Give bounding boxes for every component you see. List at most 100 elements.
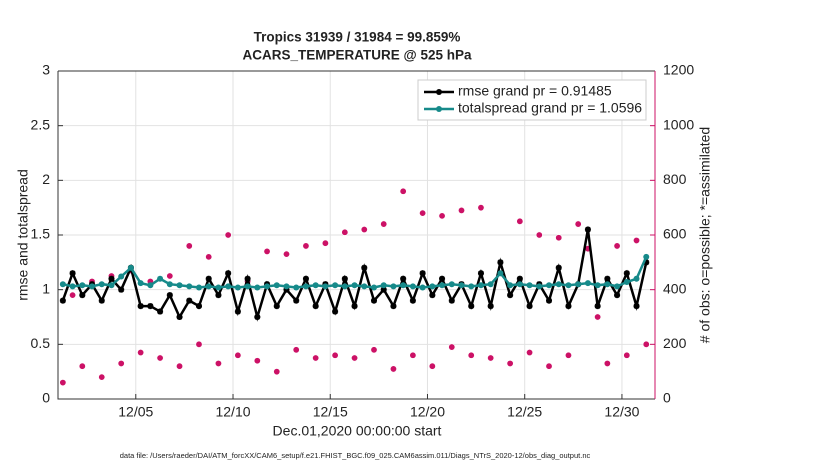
dot-marker: [108, 282, 115, 289]
obs-marker: [78, 362, 86, 370]
obs-marker: [438, 212, 446, 220]
dot-marker: [225, 283, 232, 290]
y-axis-label: rmse and totalspread: [15, 169, 31, 301]
y2-axis-label: # of obs: o=possible; *=assimilated: [697, 127, 713, 343]
obs-marker: [98, 373, 106, 381]
y2-tick-label: 1000: [663, 116, 694, 132]
obs-marker: [214, 359, 222, 367]
obs-marker: [594, 313, 602, 321]
star-marker: [380, 286, 387, 293]
chart-subtitle: ACARS_TEMPERATURE @ 525 hPa: [243, 48, 472, 63]
legend-label: totalspread grand pr = 1.0596: [458, 100, 642, 116]
obs-marker: [419, 209, 427, 217]
dot-marker: [507, 282, 514, 289]
x-tick-label: 12/10: [215, 404, 250, 420]
dot-marker: [166, 281, 173, 288]
obs-marker: [360, 226, 368, 234]
dot-marker: [497, 270, 504, 277]
y2-tick-label: 400: [663, 280, 687, 296]
star-marker: [157, 308, 164, 315]
dot-marker: [147, 282, 154, 289]
star-marker: [312, 303, 319, 310]
dot-marker: [351, 282, 358, 289]
obs-marker: [69, 291, 77, 299]
x-axis-label: Dec.01,2020 00:00:00 start: [273, 423, 442, 439]
obs-marker: [331, 351, 339, 359]
obs-marker: [370, 346, 378, 354]
star-marker: [371, 297, 378, 304]
x-tick-label: 12/20: [410, 404, 445, 420]
star-marker: [176, 314, 183, 320]
star-marker: [526, 303, 533, 310]
obs-marker: [263, 247, 271, 255]
obs-marker: [399, 187, 407, 195]
dot-marker: [127, 264, 134, 271]
star-marker: [273, 303, 280, 310]
dot-marker: [390, 283, 397, 290]
star-marker: [147, 303, 154, 310]
x-tick-label: 12/25: [507, 404, 542, 420]
dot-marker: [137, 280, 144, 287]
star-marker: [186, 297, 193, 304]
star-marker: [468, 303, 475, 310]
dot-marker: [244, 283, 251, 290]
star-marker: [565, 303, 572, 310]
obs-marker: [603, 359, 611, 367]
star-marker: [361, 264, 368, 271]
dot-marker: [643, 253, 650, 260]
star-marker: [59, 297, 66, 304]
star-marker: [390, 303, 397, 310]
obs-marker: [633, 236, 641, 244]
obs-marker: [156, 354, 164, 362]
dot-marker: [118, 273, 125, 280]
obs-marker: [253, 357, 261, 365]
obs-marker: [321, 239, 329, 247]
dot-marker: [176, 282, 183, 289]
dot-marker: [332, 282, 339, 289]
obs-marker: [487, 354, 495, 362]
dot-marker: [89, 283, 96, 290]
dot-marker: [546, 282, 553, 289]
star-marker: [302, 275, 309, 282]
star-marker: [225, 270, 232, 277]
dot-marker: [195, 284, 202, 291]
star-marker: [594, 303, 601, 310]
star-marker: [497, 259, 504, 266]
dot-marker: [215, 284, 222, 291]
obs-marker: [302, 242, 310, 250]
dot-marker: [283, 283, 290, 290]
dot-marker: [584, 280, 591, 287]
star-marker: [195, 303, 202, 310]
dot-marker: [234, 284, 241, 291]
obs-marker: [458, 206, 466, 214]
y2-tick-label: 1200: [663, 62, 694, 78]
dot-marker: [604, 281, 611, 288]
dot-marker: [487, 281, 494, 288]
star-marker: [507, 292, 514, 299]
y-tick-label: 3: [42, 62, 50, 78]
star-marker: [409, 297, 416, 304]
star-marker: [546, 297, 553, 304]
legend-label: rmse grand pr = 0.91485: [458, 83, 612, 99]
dot-marker: [69, 283, 76, 290]
y-tick-label: 0: [42, 390, 50, 406]
y2-tick-label: 600: [663, 226, 687, 242]
y-tick-label: 1.5: [31, 226, 51, 242]
star-marker: [137, 303, 144, 310]
dot-marker: [594, 282, 601, 289]
obs-marker: [613, 242, 621, 250]
dot-marker: [361, 283, 368, 290]
dot-marker: [614, 283, 621, 290]
y2-tick-label: 200: [663, 335, 687, 351]
star-marker: [400, 275, 407, 282]
y2-tick-label: 0: [663, 390, 671, 406]
dot-marker: [458, 282, 465, 289]
star-marker: [429, 292, 436, 299]
y-tick-label: 1: [42, 280, 50, 296]
star-marker: [234, 308, 241, 315]
dot-marker: [157, 275, 164, 282]
legend-marker: [436, 89, 442, 95]
star-marker: [487, 303, 494, 310]
star-marker: [69, 270, 76, 277]
star-marker: [439, 275, 446, 282]
